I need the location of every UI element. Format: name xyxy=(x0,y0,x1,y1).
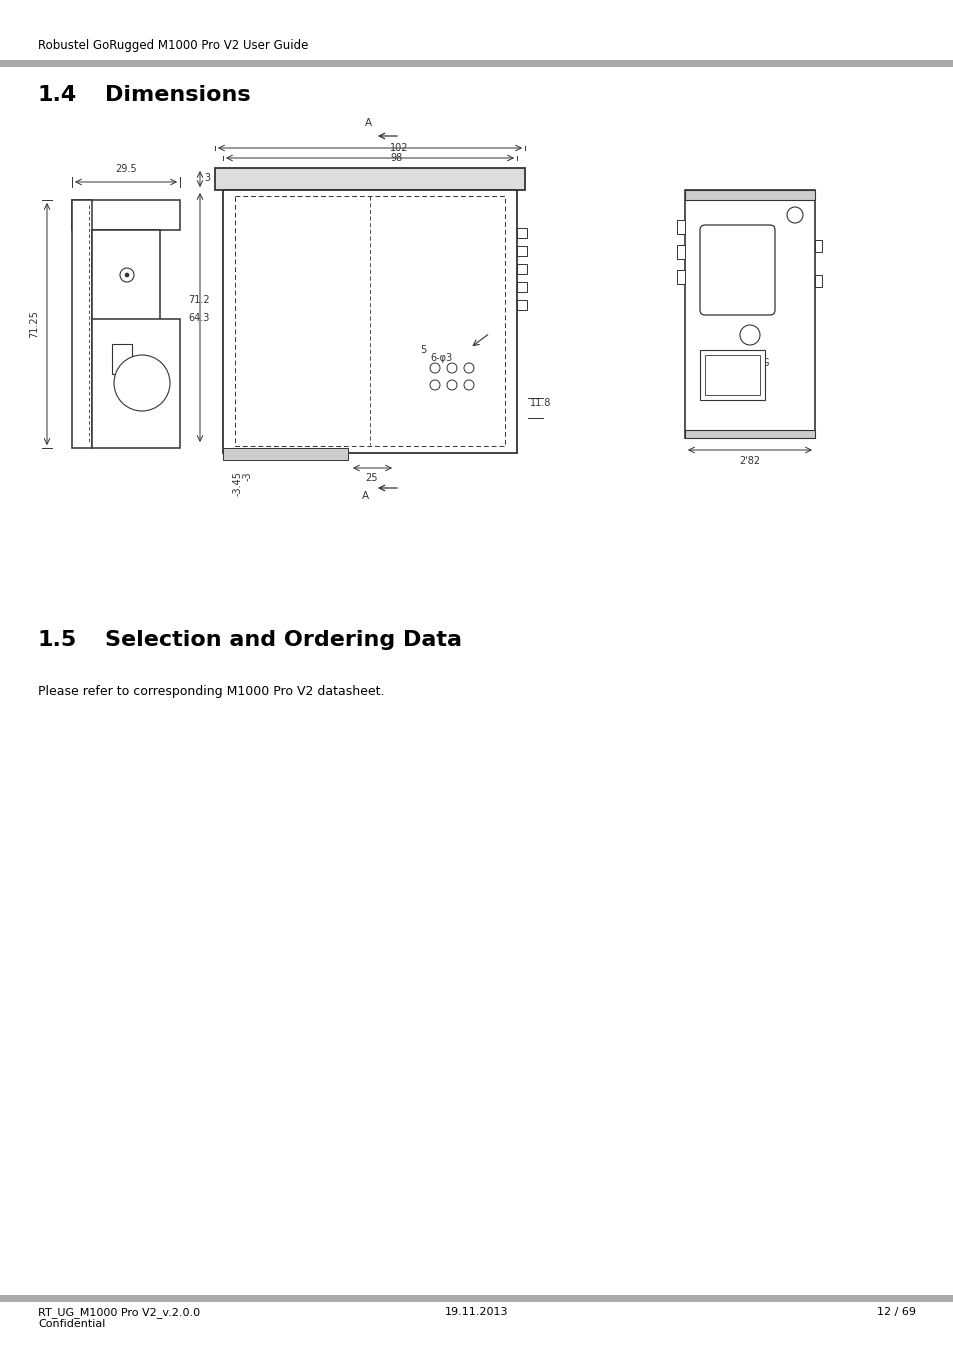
Bar xyxy=(0,59,953,68)
Bar xyxy=(517,228,526,238)
Text: 2'82: 2'82 xyxy=(739,456,760,466)
Text: Confidential: Confidential xyxy=(38,1319,105,1328)
Text: 71.25: 71.25 xyxy=(29,310,39,338)
Bar xyxy=(0,1295,953,1301)
Bar xyxy=(517,282,526,292)
Bar xyxy=(517,246,526,256)
Circle shape xyxy=(430,363,439,373)
Bar xyxy=(223,190,517,454)
Bar xyxy=(214,167,524,190)
Text: 1.5: 1.5 xyxy=(38,630,77,649)
Text: 25: 25 xyxy=(365,472,377,483)
Text: A: A xyxy=(364,117,371,128)
Text: 64.3: 64.3 xyxy=(189,313,210,323)
Text: 12 / 69: 12 / 69 xyxy=(876,1307,915,1318)
Circle shape xyxy=(113,355,170,410)
Bar xyxy=(684,190,814,437)
Bar xyxy=(91,230,160,324)
Bar xyxy=(71,200,180,230)
Bar xyxy=(223,448,348,460)
Bar xyxy=(684,190,814,200)
Text: 102: 102 xyxy=(390,143,408,153)
Circle shape xyxy=(786,207,802,223)
Bar xyxy=(517,265,526,274)
Bar xyxy=(677,220,684,234)
Text: Please refer to corresponding M1000 Pro V2 datasheet.: Please refer to corresponding M1000 Pro … xyxy=(38,684,384,698)
Text: -3.45: -3.45 xyxy=(233,471,243,495)
Text: Dimensions: Dimensions xyxy=(105,85,251,105)
Bar xyxy=(700,350,764,400)
Circle shape xyxy=(125,273,129,277)
Bar xyxy=(814,275,821,288)
Bar xyxy=(814,240,821,252)
Circle shape xyxy=(430,379,439,390)
Text: 98: 98 xyxy=(390,153,402,163)
Bar xyxy=(704,355,760,396)
Circle shape xyxy=(463,363,474,373)
Bar xyxy=(112,344,132,374)
Text: 6-φ3: 6-φ3 xyxy=(430,352,452,363)
Bar xyxy=(677,270,684,284)
Text: Selection and Ordering Data: Selection and Ordering Data xyxy=(105,630,461,649)
Bar xyxy=(684,431,814,437)
Bar xyxy=(71,200,91,448)
Bar xyxy=(234,196,504,446)
Circle shape xyxy=(447,363,456,373)
Circle shape xyxy=(740,325,760,346)
Circle shape xyxy=(463,379,474,390)
Text: 71.2: 71.2 xyxy=(188,296,210,305)
Text: Robustel GoRugged M1000 Pro V2 User Guide: Robustel GoRugged M1000 Pro V2 User Guid… xyxy=(38,39,308,53)
Text: 19.11.2013: 19.11.2013 xyxy=(445,1307,508,1318)
Text: 3: 3 xyxy=(204,173,210,184)
Text: G: G xyxy=(760,358,768,369)
Text: RT_UG_M1000 Pro V2_v.2.0.0: RT_UG_M1000 Pro V2_v.2.0.0 xyxy=(38,1307,200,1318)
Circle shape xyxy=(447,379,456,390)
Text: -3: -3 xyxy=(243,471,253,481)
Text: 29.5: 29.5 xyxy=(115,163,136,174)
Circle shape xyxy=(120,269,133,282)
Bar xyxy=(91,319,180,448)
Text: 11.8: 11.8 xyxy=(530,398,551,408)
Text: A: A xyxy=(361,491,368,501)
Text: 5: 5 xyxy=(419,346,426,355)
FancyBboxPatch shape xyxy=(700,225,774,315)
Text: 1.4: 1.4 xyxy=(38,85,77,105)
Bar xyxy=(677,244,684,259)
Bar xyxy=(517,300,526,310)
